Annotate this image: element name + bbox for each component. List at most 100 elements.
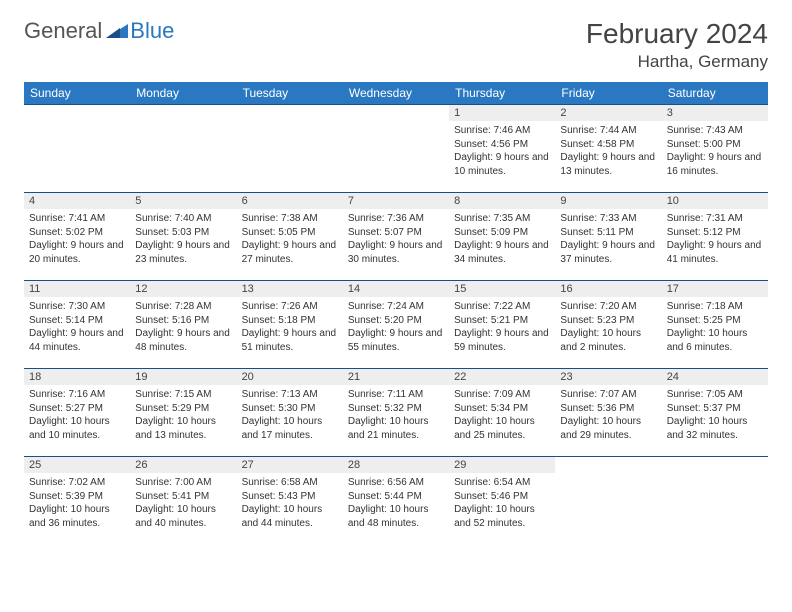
day-details: Sunrise: 7:05 AMSunset: 5:37 PMDaylight:… xyxy=(662,385,768,446)
page-title: February 2024 xyxy=(586,18,768,50)
calendar-body: 1Sunrise: 7:46 AMSunset: 4:56 PMDaylight… xyxy=(24,105,768,545)
calendar-week-row: 11Sunrise: 7:30 AMSunset: 5:14 PMDayligh… xyxy=(24,281,768,369)
day-number: 21 xyxy=(343,369,449,385)
calendar-week-row: 4Sunrise: 7:41 AMSunset: 5:02 PMDaylight… xyxy=(24,193,768,281)
calendar-day-cell: 21Sunrise: 7:11 AMSunset: 5:32 PMDayligh… xyxy=(343,369,449,457)
calendar-day-cell: 23Sunrise: 7:07 AMSunset: 5:36 PMDayligh… xyxy=(555,369,661,457)
day-details: Sunrise: 7:33 AMSunset: 5:11 PMDaylight:… xyxy=(555,209,661,270)
calendar-day-cell: 6Sunrise: 7:38 AMSunset: 5:05 PMDaylight… xyxy=(237,193,343,281)
calendar-day-cell: 8Sunrise: 7:35 AMSunset: 5:09 PMDaylight… xyxy=(449,193,555,281)
calendar-day-cell: 29Sunrise: 6:54 AMSunset: 5:46 PMDayligh… xyxy=(449,457,555,545)
calendar-day-cell: 19Sunrise: 7:15 AMSunset: 5:29 PMDayligh… xyxy=(130,369,236,457)
calendar-day-cell: 9Sunrise: 7:33 AMSunset: 5:11 PMDaylight… xyxy=(555,193,661,281)
day-details: Sunrise: 6:56 AMSunset: 5:44 PMDaylight:… xyxy=(343,473,449,534)
day-number: 12 xyxy=(130,281,236,297)
day-details: Sunrise: 7:20 AMSunset: 5:23 PMDaylight:… xyxy=(555,297,661,358)
calendar-day-cell: 3Sunrise: 7:43 AMSunset: 5:00 PMDaylight… xyxy=(662,105,768,193)
day-details: Sunrise: 7:11 AMSunset: 5:32 PMDaylight:… xyxy=(343,385,449,446)
calendar-day-cell: 10Sunrise: 7:31 AMSunset: 5:12 PMDayligh… xyxy=(662,193,768,281)
header: General Blue February 2024 Hartha, Germa… xyxy=(24,18,768,72)
calendar-day-cell: 24Sunrise: 7:05 AMSunset: 5:37 PMDayligh… xyxy=(662,369,768,457)
day-number: 7 xyxy=(343,193,449,209)
calendar-day-cell: 20Sunrise: 7:13 AMSunset: 5:30 PMDayligh… xyxy=(237,369,343,457)
calendar-week-row: 1Sunrise: 7:46 AMSunset: 4:56 PMDaylight… xyxy=(24,105,768,193)
day-details: Sunrise: 7:44 AMSunset: 4:58 PMDaylight:… xyxy=(555,121,661,182)
calendar-day-cell: 14Sunrise: 7:24 AMSunset: 5:20 PMDayligh… xyxy=(343,281,449,369)
day-details: Sunrise: 7:22 AMSunset: 5:21 PMDaylight:… xyxy=(449,297,555,358)
day-number: 18 xyxy=(24,369,130,385)
day-details: Sunrise: 7:40 AMSunset: 5:03 PMDaylight:… xyxy=(130,209,236,270)
calendar-day-cell: 26Sunrise: 7:00 AMSunset: 5:41 PMDayligh… xyxy=(130,457,236,545)
day-details: Sunrise: 7:26 AMSunset: 5:18 PMDaylight:… xyxy=(237,297,343,358)
calendar-day-cell xyxy=(24,105,130,193)
day-number: 17 xyxy=(662,281,768,297)
weekday-header: Saturday xyxy=(662,82,768,105)
day-details: Sunrise: 7:36 AMSunset: 5:07 PMDaylight:… xyxy=(343,209,449,270)
day-number: 19 xyxy=(130,369,236,385)
day-number: 20 xyxy=(237,369,343,385)
calendar-day-cell: 17Sunrise: 7:18 AMSunset: 5:25 PMDayligh… xyxy=(662,281,768,369)
day-number: 14 xyxy=(343,281,449,297)
day-details: Sunrise: 7:16 AMSunset: 5:27 PMDaylight:… xyxy=(24,385,130,446)
day-details: Sunrise: 7:09 AMSunset: 5:34 PMDaylight:… xyxy=(449,385,555,446)
calendar-day-cell xyxy=(343,105,449,193)
day-number: 6 xyxy=(237,193,343,209)
day-details: Sunrise: 7:07 AMSunset: 5:36 PMDaylight:… xyxy=(555,385,661,446)
day-number: 15 xyxy=(449,281,555,297)
day-details: Sunrise: 6:58 AMSunset: 5:43 PMDaylight:… xyxy=(237,473,343,534)
logo-text-blue: Blue xyxy=(130,18,174,44)
calendar-day-cell: 18Sunrise: 7:16 AMSunset: 5:27 PMDayligh… xyxy=(24,369,130,457)
day-number: 16 xyxy=(555,281,661,297)
weekday-header: Friday xyxy=(555,82,661,105)
day-number: 24 xyxy=(662,369,768,385)
day-number: 9 xyxy=(555,193,661,209)
day-number: 1 xyxy=(449,105,555,121)
calendar-day-cell: 1Sunrise: 7:46 AMSunset: 4:56 PMDaylight… xyxy=(449,105,555,193)
calendar-day-cell: 15Sunrise: 7:22 AMSunset: 5:21 PMDayligh… xyxy=(449,281,555,369)
day-details: Sunrise: 7:41 AMSunset: 5:02 PMDaylight:… xyxy=(24,209,130,270)
calendar-day-cell: 5Sunrise: 7:40 AMSunset: 5:03 PMDaylight… xyxy=(130,193,236,281)
calendar-day-cell: 12Sunrise: 7:28 AMSunset: 5:16 PMDayligh… xyxy=(130,281,236,369)
day-details: Sunrise: 7:46 AMSunset: 4:56 PMDaylight:… xyxy=(449,121,555,182)
calendar-day-cell xyxy=(662,457,768,545)
day-details: Sunrise: 7:15 AMSunset: 5:29 PMDaylight:… xyxy=(130,385,236,446)
day-details: Sunrise: 7:00 AMSunset: 5:41 PMDaylight:… xyxy=(130,473,236,534)
day-details: Sunrise: 7:38 AMSunset: 5:05 PMDaylight:… xyxy=(237,209,343,270)
calendar-day-cell: 25Sunrise: 7:02 AMSunset: 5:39 PMDayligh… xyxy=(24,457,130,545)
calendar-day-cell xyxy=(130,105,236,193)
logo-mark-icon xyxy=(106,20,128,43)
calendar-week-row: 25Sunrise: 7:02 AMSunset: 5:39 PMDayligh… xyxy=(24,457,768,545)
weekday-header: Wednesday xyxy=(343,82,449,105)
day-details: Sunrise: 7:35 AMSunset: 5:09 PMDaylight:… xyxy=(449,209,555,270)
weekday-header: Tuesday xyxy=(237,82,343,105)
calendar-table: SundayMondayTuesdayWednesdayThursdayFrid… xyxy=(24,82,768,545)
weekday-header: Monday xyxy=(130,82,236,105)
day-number: 27 xyxy=(237,457,343,473)
calendar-week-row: 18Sunrise: 7:16 AMSunset: 5:27 PMDayligh… xyxy=(24,369,768,457)
logo-text-general: General xyxy=(24,18,102,44)
day-details: Sunrise: 7:28 AMSunset: 5:16 PMDaylight:… xyxy=(130,297,236,358)
day-number: 28 xyxy=(343,457,449,473)
title-block: February 2024 Hartha, Germany xyxy=(586,18,768,72)
day-number: 26 xyxy=(130,457,236,473)
calendar-day-cell xyxy=(237,105,343,193)
day-number: 11 xyxy=(24,281,130,297)
day-number: 10 xyxy=(662,193,768,209)
day-number: 2 xyxy=(555,105,661,121)
day-number: 3 xyxy=(662,105,768,121)
location-label: Hartha, Germany xyxy=(586,52,768,72)
day-details: Sunrise: 7:30 AMSunset: 5:14 PMDaylight:… xyxy=(24,297,130,358)
day-details: Sunrise: 7:31 AMSunset: 5:12 PMDaylight:… xyxy=(662,209,768,270)
weekday-header: Thursday xyxy=(449,82,555,105)
weekday-header: Sunday xyxy=(24,82,130,105)
calendar-day-cell: 16Sunrise: 7:20 AMSunset: 5:23 PMDayligh… xyxy=(555,281,661,369)
calendar-day-cell xyxy=(555,457,661,545)
logo: General Blue xyxy=(24,18,174,44)
day-details: Sunrise: 7:02 AMSunset: 5:39 PMDaylight:… xyxy=(24,473,130,534)
calendar-day-cell: 28Sunrise: 6:56 AMSunset: 5:44 PMDayligh… xyxy=(343,457,449,545)
day-details: Sunrise: 6:54 AMSunset: 5:46 PMDaylight:… xyxy=(449,473,555,534)
calendar-day-cell: 11Sunrise: 7:30 AMSunset: 5:14 PMDayligh… xyxy=(24,281,130,369)
day-number: 29 xyxy=(449,457,555,473)
day-details: Sunrise: 7:18 AMSunset: 5:25 PMDaylight:… xyxy=(662,297,768,358)
day-number: 4 xyxy=(24,193,130,209)
